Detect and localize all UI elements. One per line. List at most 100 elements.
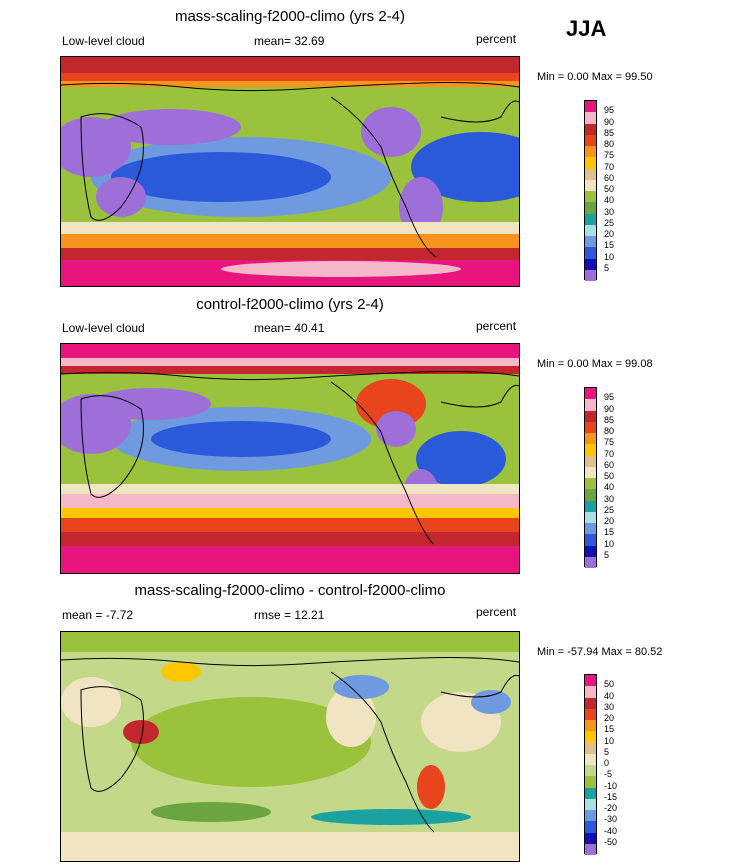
colorbar-swatch [585,821,596,833]
colorbar-tick-label: -5 [604,769,613,780]
colorbar-tick-label: 95 [604,392,615,403]
colorbar-swatch [585,523,596,535]
colorbar-tick-label: 85 [604,414,615,425]
panel-2-minmax: Min = 0.00 Max = 99.08 [537,358,653,370]
colorbar-swatch [585,511,596,523]
colorbar-tick-label: -15 [604,791,618,802]
colorbar-swatch [585,556,596,568]
colorbar-swatch [585,123,596,135]
colorbar-swatch [585,146,596,158]
colorbar-swatch [585,247,596,259]
colorbar-swatch [585,720,596,732]
colorbar-tick-label: 80 [604,139,615,149]
colorbar-swatch [585,258,596,270]
colorbar-tick-label: 5 [604,549,610,560]
panel-3-minmax: Min = -57.94 Max = 80.52 [537,646,663,658]
panel-3-colorbar-boxes [584,674,597,855]
colorbar-swatch [585,224,596,236]
colorbar-tick-label: 20 [604,713,615,723]
panel-1-title: mass-scaling-f2000-climo (yrs 2-4) [174,8,406,25]
colorbar-swatch [585,213,596,225]
colorbar-tick-label: 75 [604,437,615,448]
panel-1-map [60,56,520,287]
colorbar-tick-label: 30 [604,206,615,217]
colorbar-tick-label: 50 [604,471,615,481]
panel-2-colorbar-boxes [584,387,597,568]
colorbar-tick-label: 30 [604,701,615,712]
colorbar-tick-label: 90 [604,403,615,414]
panel-3-rmse: rmse = 12.21 [254,608,325,622]
colorbar-tick-label: 95 [604,105,615,116]
colorbar-swatch [585,489,596,501]
colorbar-tick-label: 5 [604,746,610,757]
panel-2-mean: mean= 40.41 [254,321,325,335]
colorbar-swatch [585,236,596,248]
panel-1-units: percent [476,32,517,46]
panel-3-mean: mean = -7.72 [62,608,134,622]
panel-2-colorbar [584,387,597,568]
colorbar-tick-label: -40 [604,825,618,836]
panel-2-title: control-f2000-climo (yrs 2-4) [196,296,384,313]
colorbar-swatch [585,388,596,400]
colorbar-swatch [585,500,596,512]
colorbar-swatch [585,810,596,822]
colorbar-swatch [585,776,596,788]
colorbar-tick-label: 50 [604,679,615,690]
colorbar-swatch [585,191,596,203]
colorbar-tick-label: 0 [604,758,610,768]
colorbar-swatch [585,269,596,281]
colorbar-tick-label: -10 [604,780,618,791]
panel-1-variable-label: Low-level cloud [62,34,145,48]
panel-2-map [60,343,520,574]
colorbar-tick-label: 70 [604,448,615,459]
colorbar-swatch [585,466,596,478]
colorbar-swatch [585,731,596,743]
colorbar-swatch [585,798,596,810]
colorbar-swatch [585,765,596,777]
colorbar-swatch [585,675,596,687]
colorbar-tick-label: 40 [604,482,615,493]
colorbar-swatch [585,433,596,445]
colorbar-tick-label: -30 [604,814,618,825]
colorbar-tick-label: 60 [604,459,615,470]
colorbar-swatch [585,112,596,124]
colorbar-tick-label: 15 [604,527,615,538]
colorbar-tick-label: 5 [604,262,610,273]
panel-3-title: mass-scaling-f2000-climo - control-f2000… [134,582,446,599]
colorbar-swatch [585,444,596,456]
colorbar-tick-label: 60 [604,172,615,183]
colorbar-tick-label: 50 [604,184,615,194]
colorbar-tick-label: 20 [604,516,615,526]
colorbar-swatch [585,843,596,855]
colorbar-swatch [585,686,596,698]
panel-1-minmax: Min = 0.00 Max = 99.50 [537,71,653,83]
colorbar-swatch [585,421,596,433]
panel-1-colorbar-labels: 95 90 85 80 75 70 60 50 40 30 25 20 15 10 5 [604,100,644,280]
colorbar-tick-label: 10 [604,538,615,549]
colorbar-tick-label: 80 [604,426,615,436]
panel-1-colorbar-boxes [584,100,597,281]
panel-2-variable-label: Low-level cloud [62,321,145,335]
colorbar-swatch [585,202,596,214]
colorbar-tick-label: 15 [604,724,615,735]
panel-1-mean: mean= 32.69 [254,34,325,48]
colorbar-swatch [585,478,596,490]
colorbar-tick-label: 70 [604,161,615,172]
colorbar-tick-label: 30 [604,493,615,504]
colorbar-tick-label: -50 [604,836,618,847]
colorbar-swatch [585,697,596,709]
panel-3-map [60,631,520,862]
colorbar-swatch [585,832,596,844]
colorbar-swatch [585,742,596,754]
panel-3-colorbar [584,674,597,855]
colorbar-swatch [585,179,596,191]
colorbar-tick-label: 10 [604,251,615,262]
colorbar-tick-label: 20 [604,229,615,239]
colorbar-swatch [585,399,596,411]
season-label: JJA [566,16,607,41]
panel-3-units: percent [476,605,517,619]
colorbar-tick-label: 25 [604,217,615,228]
colorbar-tick-label: 90 [604,116,615,127]
colorbar-swatch [585,455,596,467]
panel-2-units: percent [476,319,517,333]
